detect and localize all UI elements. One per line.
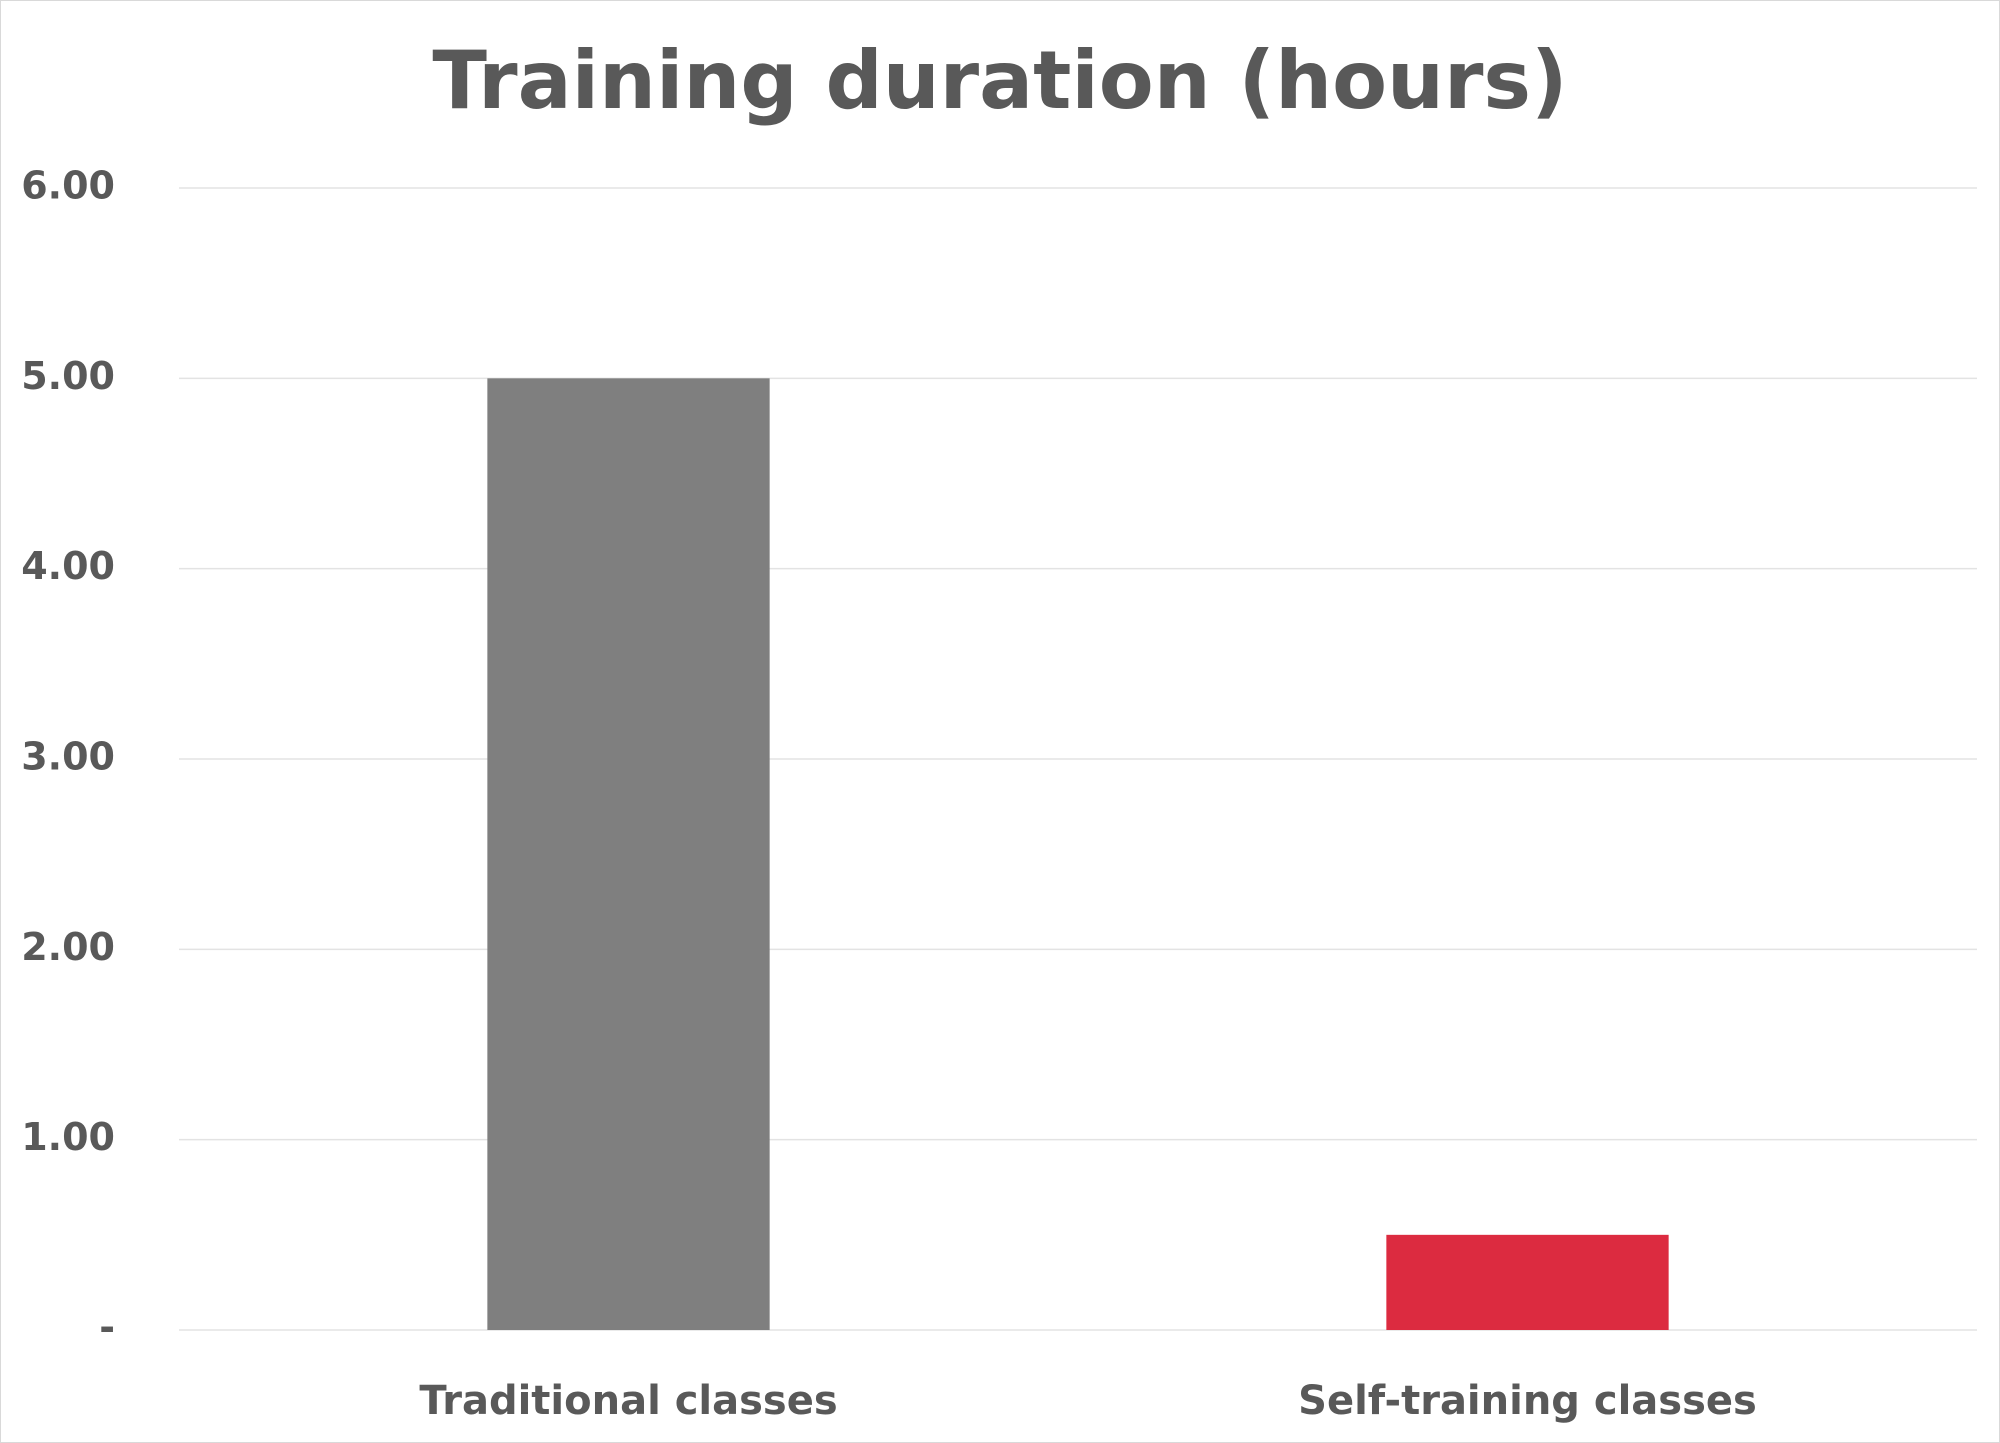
x-tick-label: Self-training classes (1298, 1378, 1757, 1424)
y-tick-label: 5.00 (21, 354, 115, 398)
y-tick-label: 2.00 (21, 925, 115, 969)
y-tick-label: 6.00 (21, 164, 115, 208)
chart-title: Training duration (hours) (432, 34, 1567, 127)
y-tick-label: 4.00 (21, 544, 115, 588)
bar (1386, 1234, 1669, 1330)
y-tick-label: 1.00 (21, 1115, 115, 1159)
bar (487, 378, 770, 1330)
y-tick-label: - (99, 1306, 115, 1350)
y-tick-label: 3.00 (21, 735, 115, 779)
x-tick-label: Traditional classes (419, 1378, 837, 1424)
